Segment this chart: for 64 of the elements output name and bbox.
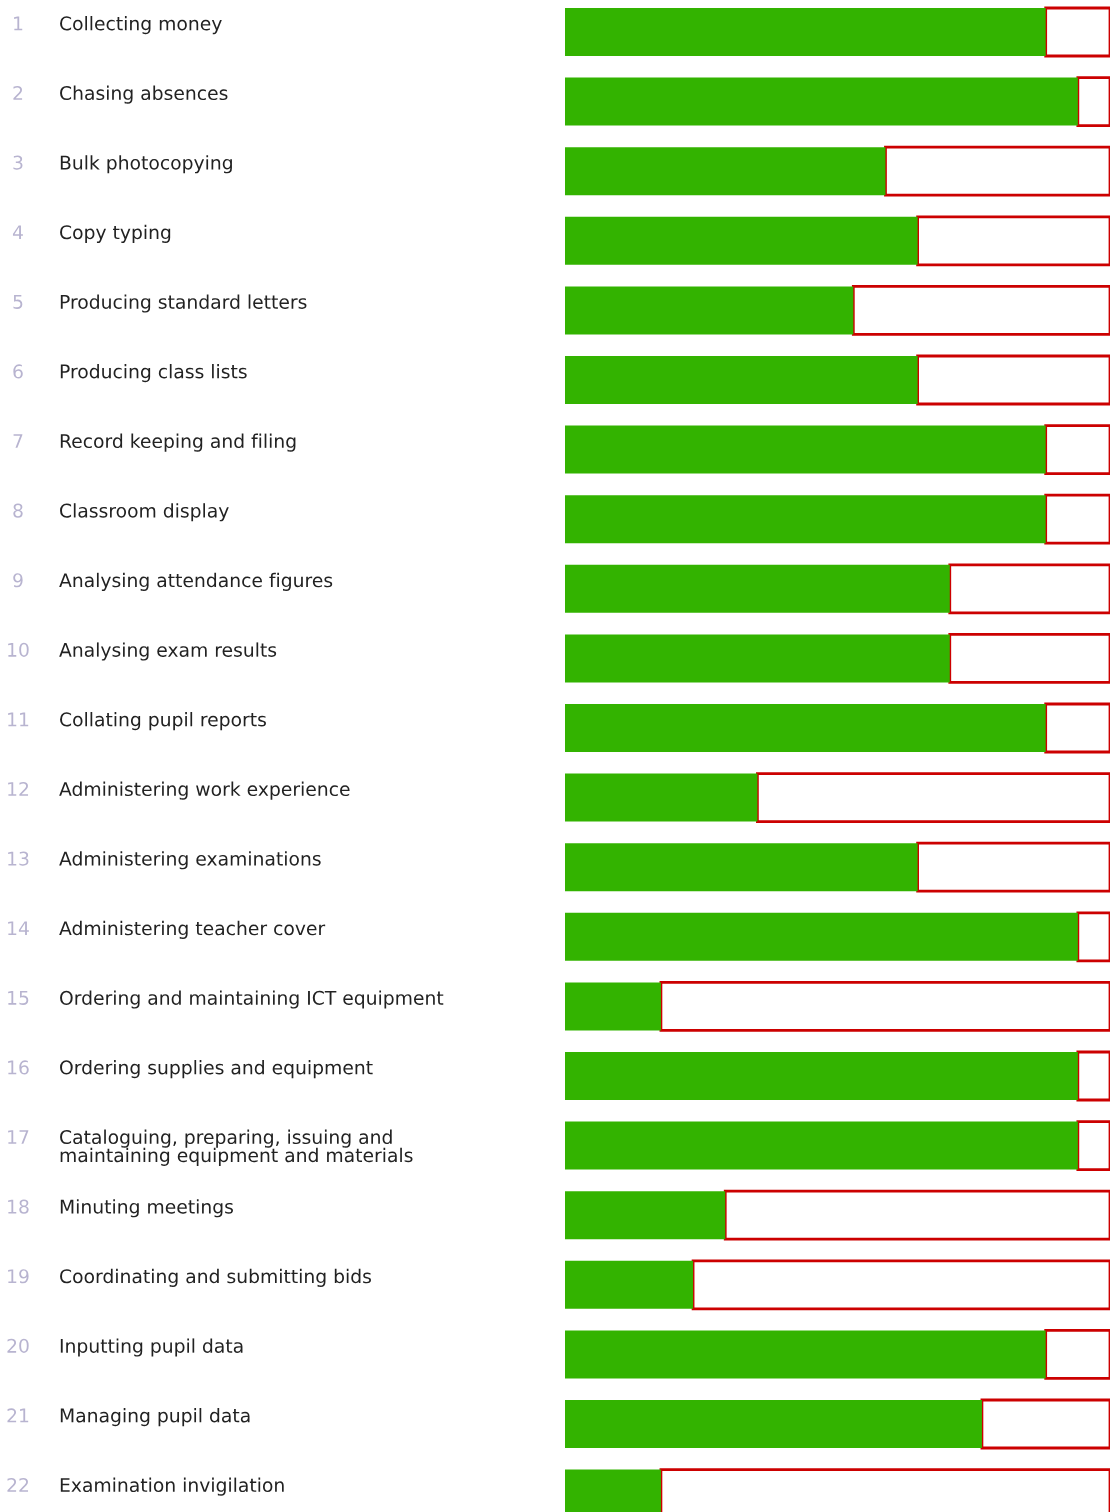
bar <box>659 981 1110 1032</box>
category-label: 17 Cataloguing, preparing, issuing and maintaining equipment and materials <box>8 1129 413 1166</box>
category-label: 15 Ordering and maintaining ICT equipment <box>8 990 444 1009</box>
bar <box>565 216 918 265</box>
category-label: 21 Managing pupil data <box>7 1408 250 1427</box>
bar <box>1076 911 1110 963</box>
bar <box>565 425 1046 474</box>
bar <box>884 145 1110 197</box>
bar <box>565 1400 982 1448</box>
category-label: 19 Coordinating and submitting bids <box>8 1268 371 1287</box>
bar <box>756 772 1110 823</box>
bar <box>916 841 1110 893</box>
bar <box>565 912 1078 961</box>
category-label: 2 Chasing absences <box>13 85 228 104</box>
bar <box>1044 424 1110 475</box>
bar <box>1076 76 1110 127</box>
category-label: 22 Examination invigilation <box>7 1477 284 1496</box>
category-label: 5 Producing standard letters <box>13 294 307 313</box>
bar <box>948 633 1110 684</box>
bar <box>916 354 1110 406</box>
category-label: 7 Record keeping and filing <box>13 433 296 452</box>
bar <box>565 1260 694 1309</box>
bar <box>565 356 918 404</box>
category-label: 3 Bulk photocopying <box>13 155 232 174</box>
bar <box>565 1191 726 1240</box>
bar <box>1076 1120 1110 1171</box>
bar <box>980 1398 1110 1450</box>
bar <box>565 147 886 196</box>
bar <box>916 215 1110 267</box>
bar <box>1044 1329 1110 1380</box>
bar <box>565 1330 1046 1379</box>
bar <box>565 1052 1078 1100</box>
bar <box>565 982 661 1031</box>
bar <box>691 1259 1110 1311</box>
bar <box>565 77 1078 126</box>
bar <box>1076 1050 1110 1102</box>
bar <box>565 495 1046 544</box>
bar <box>1044 6 1110 58</box>
bar <box>565 8 1046 56</box>
bar <box>1044 493 1110 545</box>
category-label: 14 Administering teacher cover <box>8 920 326 939</box>
category-label: 16 Ordering supplies and equipment <box>8 1060 373 1079</box>
bar <box>565 704 1046 752</box>
category-label: 20 Inputting pupil data <box>7 1338 243 1357</box>
category-label: 13 Administering examinations <box>8 851 321 870</box>
bar <box>565 564 950 613</box>
bar <box>851 285 1110 336</box>
bar <box>948 563 1110 615</box>
category-label: 18 Minuting meetings <box>8 1199 233 1218</box>
category-label: 4 Copy typing <box>12 224 171 243</box>
bar <box>565 634 950 683</box>
bar <box>565 843 918 892</box>
bar <box>565 286 854 335</box>
bar <box>565 1121 1078 1170</box>
category-label: 8 Classroom display <box>13 503 229 522</box>
category-label: 10 Analysing exam results <box>8 642 277 661</box>
category-label: 1 Collecting money <box>14 16 222 35</box>
category-label: 9 Analysing attendance figures <box>13 572 333 591</box>
category-label: 12 Administering work experience <box>8 781 350 800</box>
bar <box>723 1189 1110 1241</box>
category-label: 11 Collating pupil reports <box>8 712 266 731</box>
category-label: 6 Producing class lists <box>13 364 247 383</box>
bar <box>1044 702 1110 754</box>
bar <box>565 773 758 822</box>
